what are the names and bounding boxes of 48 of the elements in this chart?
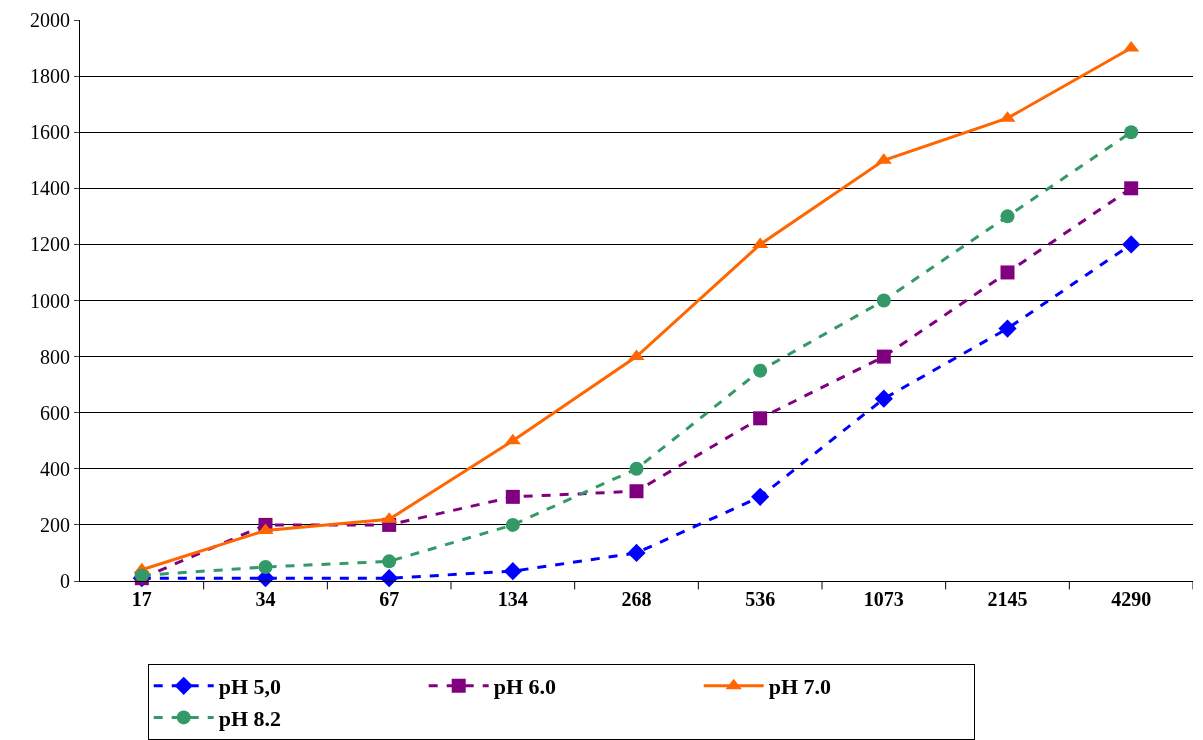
point [1000, 265, 1015, 280]
point [1122, 235, 1141, 254]
point [629, 484, 644, 499]
point [382, 554, 397, 569]
x-tick-label: 2145 [987, 588, 1028, 610]
point [505, 489, 520, 504]
y-tick-label: 200 [40, 513, 70, 536]
y-tick-label: 0 [60, 570, 70, 592]
x-tick-label: 134 [497, 588, 528, 610]
y-tick-label: 1400 [30, 177, 70, 200]
point [751, 487, 770, 506]
point [753, 411, 768, 426]
point [876, 349, 891, 364]
legend-label: pH 8.2 [218, 705, 282, 731]
point [753, 363, 768, 378]
point [876, 293, 891, 308]
point [998, 319, 1017, 338]
point [627, 543, 646, 563]
y-tick-label: 800 [40, 345, 70, 368]
y-tick-label: 1800 [30, 65, 70, 88]
y-tick-label: 600 [40, 401, 70, 424]
point [629, 461, 644, 476]
x-tick-label: 34 [255, 588, 276, 610]
x-tick-label: 67 [379, 588, 400, 610]
point [380, 569, 399, 588]
point [628, 349, 645, 361]
point [874, 389, 893, 408]
y-tick-label: 1200 [30, 233, 70, 256]
x-tick-label: 536 [745, 588, 776, 610]
legend-label: pH 7.0 [768, 674, 832, 700]
y-tick-label: 1000 [30, 289, 70, 312]
x-tick-label: 4290 [1111, 588, 1152, 610]
x-tick-label: 268 [621, 588, 652, 610]
y-tick-label: 2000 [30, 9, 70, 31]
point [504, 433, 521, 445]
y-tick-label: 400 [40, 457, 70, 480]
y-tick-label: 1600 [30, 121, 70, 144]
legend-label: pH 6.0 [493, 674, 557, 700]
x-tick-label: 17 [131, 588, 152, 610]
point [1000, 209, 1015, 224]
point [1124, 181, 1139, 196]
point [257, 523, 274, 535]
point [258, 559, 273, 574]
point [1124, 125, 1139, 140]
point [503, 562, 522, 581]
legend-label: pH 5,0 [218, 674, 282, 700]
point [505, 517, 520, 532]
x-tick-label: 1073 [863, 588, 904, 610]
